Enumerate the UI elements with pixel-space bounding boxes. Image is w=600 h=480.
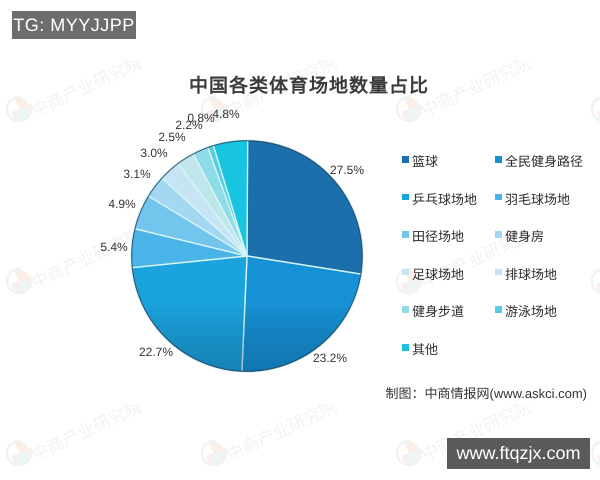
svg-text:5.4%: 5.4% <box>100 240 128 254</box>
svg-text:27.5%: 27.5% <box>330 163 364 177</box>
svg-text:3.1%: 3.1% <box>123 167 151 181</box>
svg-text:3.0%: 3.0% <box>140 146 168 160</box>
svg-text:4.9%: 4.9% <box>108 197 136 211</box>
svg-text:0.8%: 0.8% <box>187 111 215 125</box>
svg-text:4.8%: 4.8% <box>212 107 240 121</box>
svg-text:22.7%: 22.7% <box>139 345 173 359</box>
svg-text:23.2%: 23.2% <box>313 351 347 365</box>
svg-text:2.5%: 2.5% <box>158 130 186 144</box>
